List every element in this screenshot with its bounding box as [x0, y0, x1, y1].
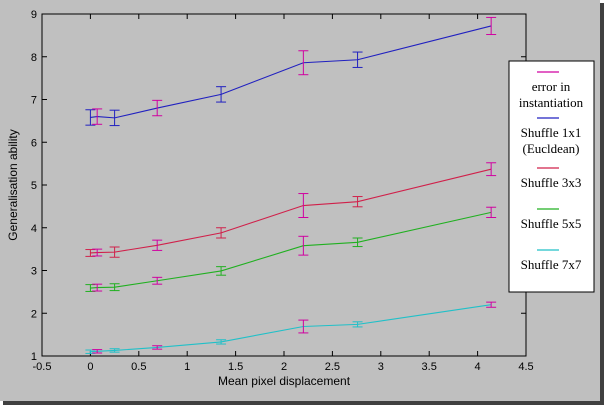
error-bar — [352, 51, 363, 68]
series-line — [90, 211, 492, 289]
error-bar — [152, 99, 163, 117]
series-3 — [85, 301, 497, 354]
error-bar — [92, 349, 103, 354]
error-bar — [109, 283, 120, 292]
error-bar — [216, 227, 227, 239]
x-tick-label: 2 — [281, 361, 287, 373]
y-tick-label: 5 — [31, 180, 37, 192]
series-line — [90, 168, 492, 254]
error-bar — [352, 196, 363, 208]
error-bar — [352, 321, 363, 328]
error-bar — [486, 162, 497, 177]
legend-entry: Shuffle 1x1(Eucldean) — [521, 117, 582, 156]
legend-label: instantiation — [519, 95, 584, 110]
legend-label: Shuffle 5x5 — [521, 216, 582, 231]
error-bar — [152, 239, 163, 251]
legend-entry: Shuffle 3x3 — [521, 167, 582, 190]
series-1 — [85, 162, 497, 258]
axis-ticks: -0.5 0 0.5 1 1.5 2 2.5 3 3.5 4 4.5 1 2 3 4 5 6 7 8 9 — [31, 9, 534, 373]
error-bar — [486, 16, 497, 36]
x-tick-label: 4 — [475, 361, 481, 373]
error-bar — [109, 109, 120, 127]
x-tick-label: 4.5 — [518, 361, 533, 373]
error-bar — [152, 345, 163, 350]
y-tick-label: 6 — [31, 137, 37, 149]
legend-entry: Shuffle 7x7 — [521, 249, 582, 272]
x-tick-label: 2.5 — [325, 361, 340, 373]
y-tick-label: 9 — [31, 9, 37, 21]
error-bar — [216, 266, 227, 276]
y-tick-label: 7 — [31, 95, 37, 107]
error-bar — [298, 193, 309, 218]
x-tick-label: 3.5 — [422, 361, 437, 373]
x-tick-label: -0.5 — [33, 361, 52, 373]
x-tick-label: 0.5 — [131, 361, 146, 373]
error-bar — [486, 206, 497, 218]
error-bar — [109, 348, 120, 353]
legend-box — [508, 60, 595, 293]
error-bar — [352, 237, 363, 248]
y-tick-label: 1 — [31, 351, 37, 363]
error-bar — [486, 301, 497, 308]
error-bar — [216, 86, 227, 103]
legend-label: Shuffle 3x3 — [521, 175, 582, 190]
legend-label: (Eucldean) — [522, 141, 579, 156]
series-0 — [85, 16, 497, 127]
legend-entry: Shuffle 5x5 — [521, 208, 582, 231]
x-tick-label: 1.5 — [228, 361, 243, 373]
y-tick-label: 4 — [31, 223, 37, 235]
frame-shadow-right — [600, 3, 604, 405]
series-layer — [85, 16, 497, 354]
y-tick-label: 2 — [31, 308, 37, 320]
series-line — [90, 304, 492, 353]
x-tick-label: 0 — [87, 361, 93, 373]
error-bar — [216, 339, 227, 345]
error-bar — [92, 248, 103, 257]
error-bar — [298, 50, 309, 76]
legend-label: Shuffle 1x1 — [521, 125, 582, 140]
legend-label: error in — [532, 79, 571, 94]
series-2 — [85, 206, 497, 292]
legend-label: Shuffle 7x7 — [521, 257, 582, 272]
frame-shadow-bottom — [3, 401, 604, 405]
series-line — [90, 25, 492, 119]
y-tick-label: 8 — [31, 52, 37, 64]
error-bar — [298, 235, 309, 256]
x-tick-label: 1 — [184, 361, 190, 373]
error-bar — [152, 276, 163, 285]
y-axis-label: Generalisation ability — [6, 129, 20, 240]
error-bar — [109, 246, 120, 258]
error-bar — [298, 319, 309, 334]
error-bar — [85, 109, 96, 126]
x-axis-label: Mean pixel displacement — [218, 374, 351, 388]
y-tick-label: 3 — [31, 266, 37, 278]
plot-area — [41, 13, 527, 357]
error-bar — [92, 283, 103, 292]
x-tick-label: 3 — [378, 361, 384, 373]
error-bar — [92, 108, 103, 125]
